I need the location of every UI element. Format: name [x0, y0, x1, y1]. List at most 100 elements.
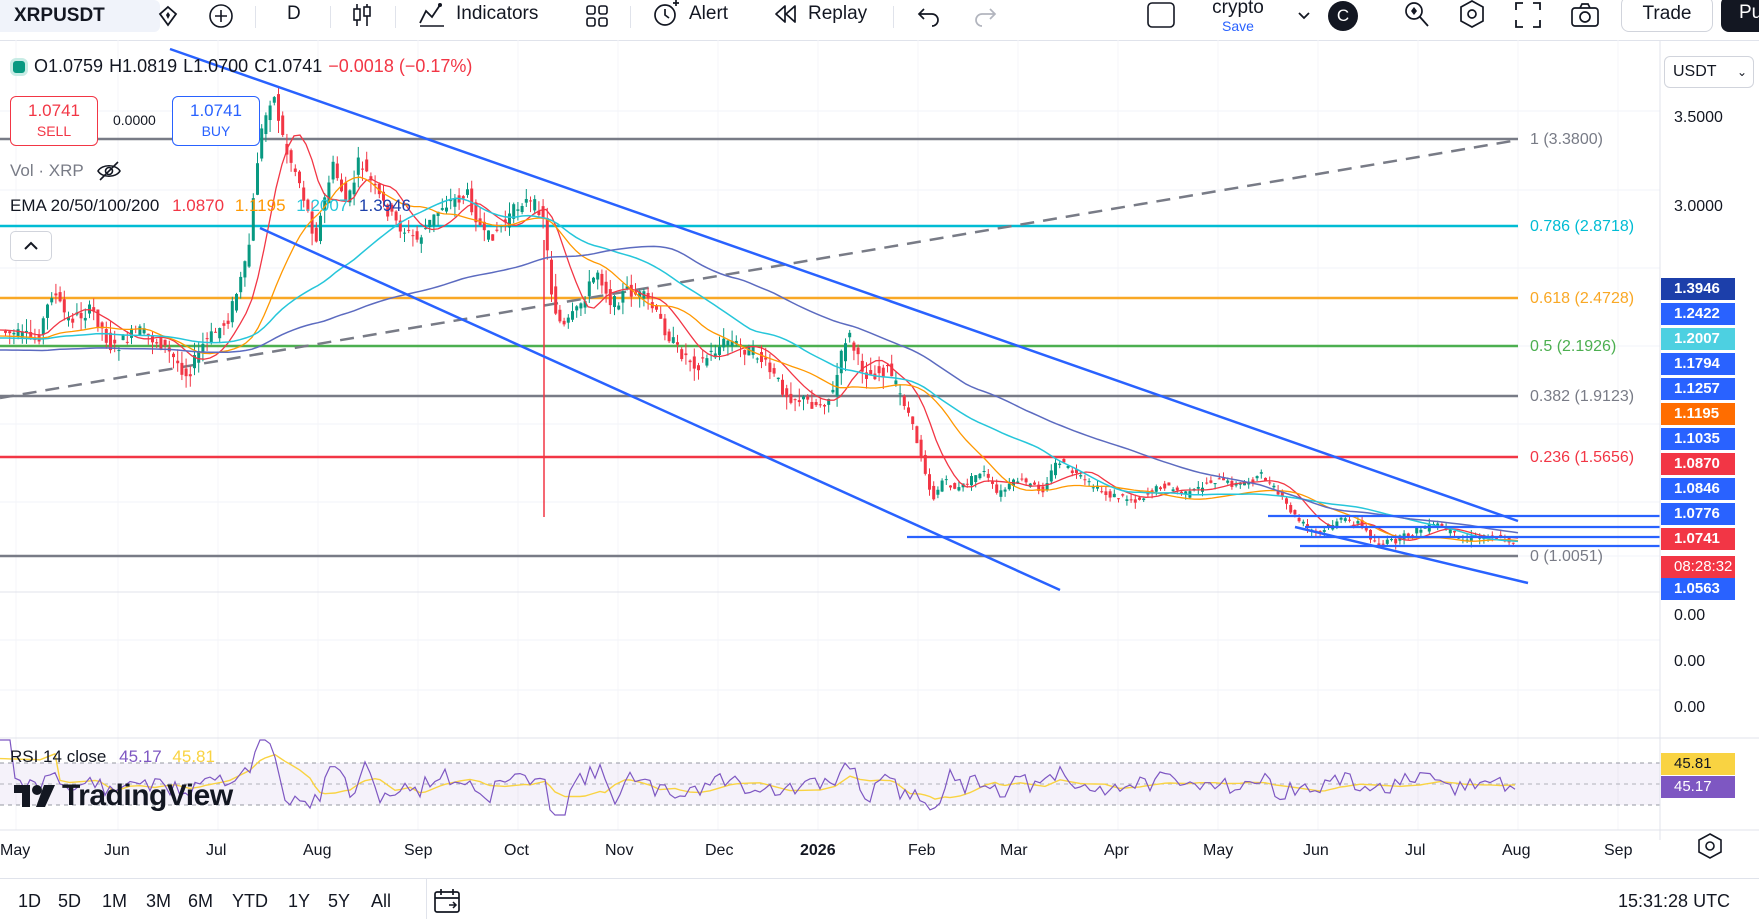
layout-name-button[interactable]: crypto Save [1190, 0, 1286, 34]
time-axis-label: May [0, 842, 31, 859]
candle-body [1016, 481, 1020, 484]
candle-body [818, 404, 822, 406]
interval-button[interactable]: D [287, 0, 301, 28]
candle-body [793, 399, 797, 401]
fullscreen-icon[interactable] [1514, 1, 1542, 29]
quick-search-icon[interactable] [1401, 0, 1431, 28]
candle-body [1075, 469, 1078, 473]
candle-body [1272, 485, 1276, 488]
candle-body [982, 471, 986, 473]
candle-body [176, 360, 180, 364]
range-button-1y[interactable]: 1Y [288, 891, 311, 911]
candle-body [1406, 533, 1410, 537]
buy-button[interactable]: 1.0741 BUY [172, 96, 260, 146]
replay-button[interactable]: Replay [772, 0, 867, 28]
ema-line[interactable] [0, 245, 1519, 534]
candle-body [520, 206, 524, 213]
redo-icon[interactable] [972, 2, 998, 30]
favorite-icon[interactable] [156, 2, 180, 30]
ema-lines [0, 134, 1519, 543]
range-button-1m[interactable]: 1M [102, 891, 128, 911]
candle-body [915, 426, 919, 444]
ema-legend[interactable]: EMA 20/50/100/200 1.0870 1.1195 1.2007 1… [10, 196, 411, 216]
price-axis-label: 3.5000 [1674, 109, 1723, 126]
avatar[interactable]: C [1328, 1, 1358, 31]
candle-body [1007, 483, 1011, 490]
fib-trend-line[interactable] [0, 138, 1519, 400]
eye-off-icon[interactable] [96, 160, 122, 182]
collapse-legend-button[interactable] [10, 231, 52, 261]
price-axis-marker: 1.0741 [1661, 528, 1735, 550]
time-axis-label: May [1203, 842, 1234, 859]
candle-body [823, 405, 826, 407]
range-button-5d[interactable]: 5D [58, 891, 82, 911]
candle-body [970, 476, 973, 486]
candle-body [113, 339, 117, 344]
undo-icon[interactable] [916, 2, 942, 30]
calendar-icon[interactable] [432, 887, 462, 920]
symbol-search[interactable]: XRPUSDT [0, 0, 160, 32]
layout-square-icon[interactable] [1146, 1, 1176, 29]
volume-axis-label: 0.00 [1674, 607, 1706, 624]
time-axis-label: Oct [504, 842, 529, 859]
candle-body [508, 213, 511, 228]
sell-button[interactable]: 1.0741 SELL [10, 96, 98, 146]
publish-button[interactable]: Pu [1721, 0, 1759, 32]
indicators-button[interactable]: Indicators [418, 0, 538, 28]
candle-body [667, 331, 671, 342]
candle-body [894, 380, 898, 385]
templates-icon[interactable] [584, 2, 610, 30]
candles-icon[interactable] [350, 1, 374, 29]
time-axis-label: Nov [605, 842, 634, 859]
fib-level-label: 0 (1.0051) [1530, 548, 1603, 565]
range-button-1d[interactable]: 1D [18, 891, 42, 911]
chevron-down-icon[interactable] [1296, 2, 1312, 30]
candle-body [277, 94, 280, 121]
range-button-all[interactable]: All [371, 891, 392, 911]
candle-body [827, 398, 831, 405]
chart-settings-gear-icon[interactable] [1696, 832, 1724, 865]
ema-line[interactable] [0, 197, 1519, 543]
candle-body [1322, 530, 1326, 532]
trade-button[interactable]: Trade [1621, 0, 1713, 32]
range-button-5y[interactable]: 5Y [328, 891, 351, 911]
interval-label: D [287, 3, 301, 24]
add-symbol-icon[interactable] [208, 2, 234, 30]
candle-body [1083, 479, 1087, 481]
alert-button[interactable]: Alert [651, 0, 728, 28]
candle-body [1306, 524, 1309, 527]
range-button-3m[interactable]: 3M [146, 891, 172, 911]
clock-label[interactable]: 15:31:28 UTC [1618, 891, 1731, 911]
channel-lower-line[interactable] [259, 226, 1061, 592]
channel-upper-line[interactable] [169, 47, 1519, 523]
candle-body [268, 105, 272, 121]
candle-body [159, 335, 163, 350]
ema-line[interactable] [0, 134, 1519, 541]
volume-legend[interactable]: Vol · XRP [10, 160, 122, 182]
camera-icon[interactable] [1570, 1, 1600, 29]
candle-body [886, 364, 889, 367]
candle-body [1373, 540, 1377, 542]
candle-body [1297, 517, 1301, 522]
tradingview-logo[interactable]: TradingView [12, 779, 233, 813]
candle-body [50, 298, 54, 303]
candle-body [1243, 481, 1246, 486]
range-button-ytd[interactable]: YTD [232, 891, 268, 911]
candle-body [949, 485, 952, 488]
candle-body [1196, 486, 1200, 489]
candle-body [20, 331, 24, 338]
candle-body [974, 475, 978, 483]
rsi-ma-line[interactable] [0, 752, 1516, 800]
candle-body [1499, 534, 1503, 537]
candle-body [785, 388, 789, 398]
range-button-6m[interactable]: 6M [188, 891, 214, 911]
chart-canvas[interactable] [0, 40, 1759, 878]
currency-selector[interactable]: USDT ⌄ [1664, 56, 1754, 88]
rsi-legend[interactable]: RSI 14 close 45.17 45.81 [10, 747, 215, 767]
settings-gear-icon[interactable] [1457, 0, 1487, 28]
candle-body [1213, 483, 1217, 485]
candle-body [230, 301, 234, 323]
candle-body [1209, 480, 1213, 483]
rsi-line[interactable] [0, 739, 1516, 816]
rsi-ma-value: 45.81 [172, 747, 215, 766]
